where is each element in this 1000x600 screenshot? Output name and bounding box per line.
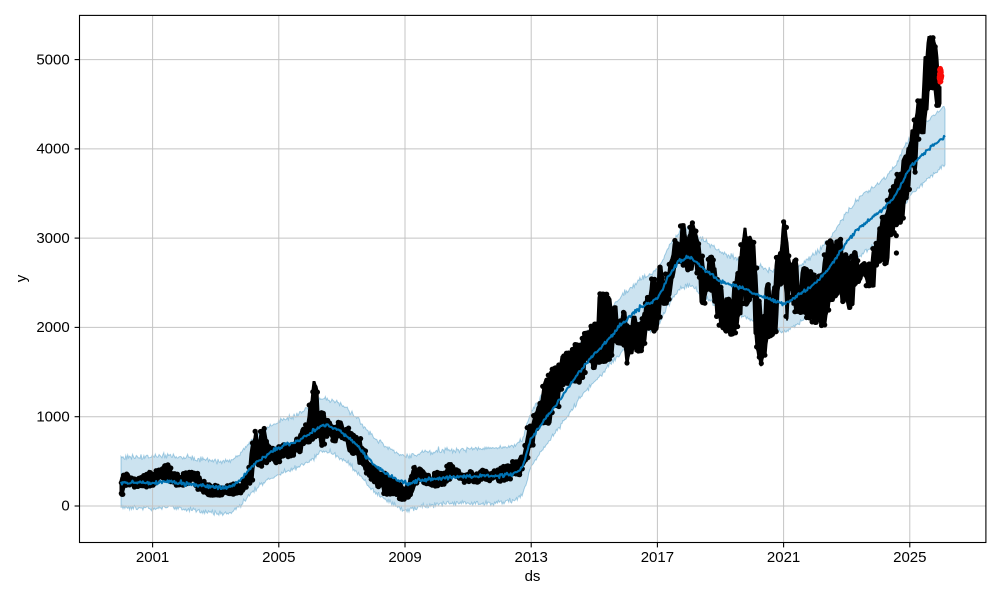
svg-text:2001: 2001 (136, 549, 169, 566)
svg-text:0: 0 (61, 498, 69, 515)
svg-text:2009: 2009 (388, 549, 421, 566)
svg-text:y: y (13, 274, 30, 282)
svg-text:3000: 3000 (36, 230, 69, 247)
svg-text:5000: 5000 (36, 51, 69, 68)
svg-text:2017: 2017 (641, 549, 674, 566)
svg-text:1000: 1000 (36, 408, 69, 425)
svg-text:ds: ds (525, 568, 541, 585)
svg-text:2021: 2021 (767, 549, 800, 566)
svg-text:2013: 2013 (515, 549, 548, 566)
svg-text:2025: 2025 (893, 549, 926, 566)
svg-text:2005: 2005 (262, 549, 295, 566)
svg-text:2000: 2000 (36, 319, 69, 336)
svg-text:4000: 4000 (36, 141, 69, 158)
